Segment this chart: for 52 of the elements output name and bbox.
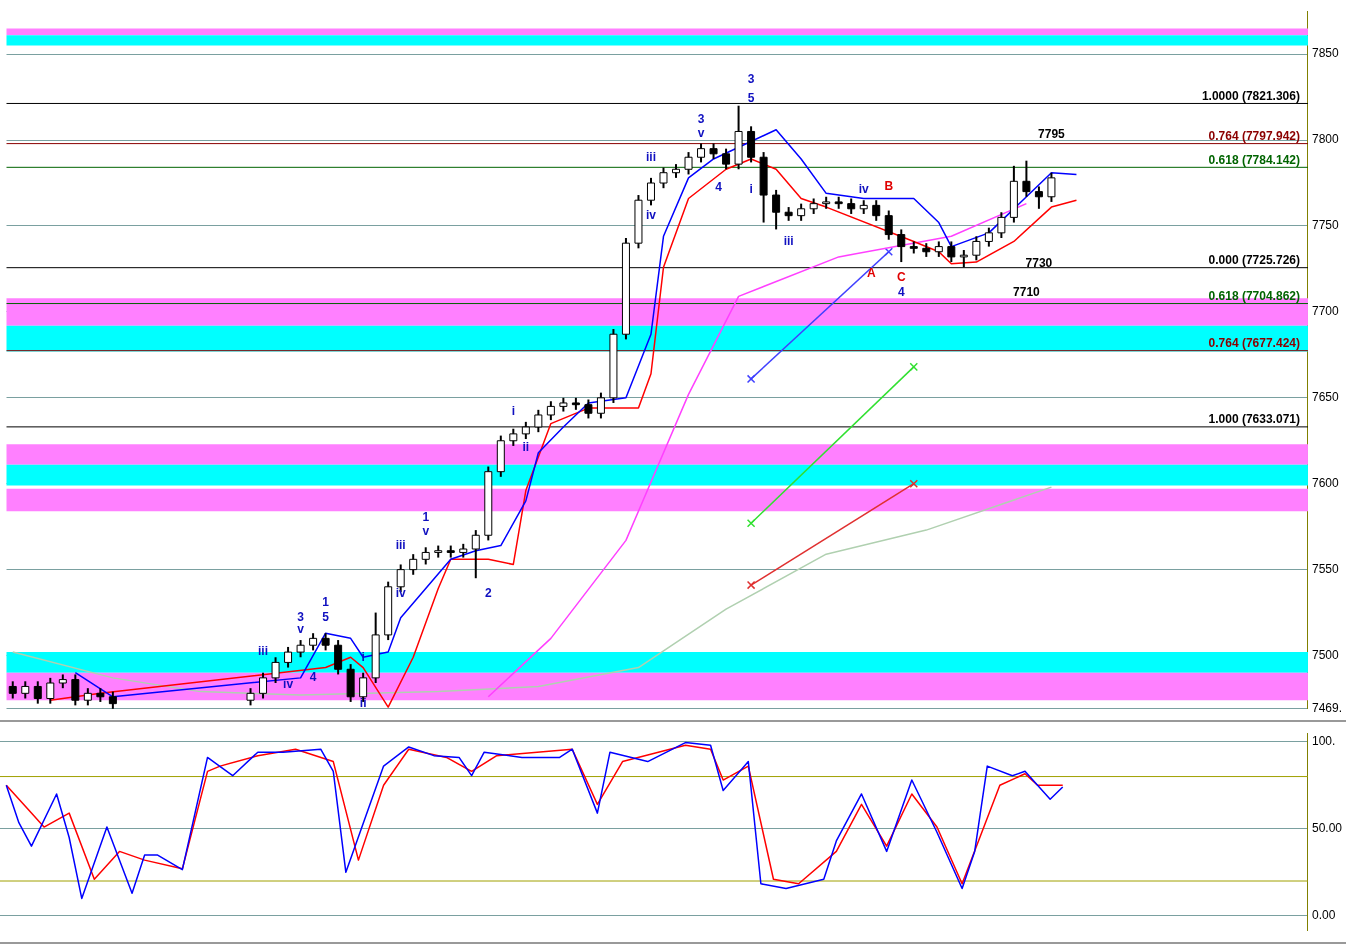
annotation: iv <box>645 207 657 222</box>
annotation: iii <box>645 149 656 164</box>
y-tick-label: 7600 <box>1311 476 1339 491</box>
annotation: 7795 <box>1038 127 1066 142</box>
y-tick-label: 7650 <box>1311 390 1339 405</box>
annotation: i <box>749 182 753 197</box>
annotation: v <box>422 524 430 539</box>
annotation: i <box>361 649 365 664</box>
ref-line-label: 0.618 (7784.142) <box>1208 152 1300 167</box>
y-tick-label: 100. <box>1311 734 1336 749</box>
y-tick-label: 7500 <box>1311 647 1339 662</box>
ref-line-label: 1.000 (7633.071) <box>1208 412 1300 427</box>
y-tick-label: 7800 <box>1311 132 1339 147</box>
annotation: 3 <box>297 610 305 625</box>
annotation: ii <box>522 439 530 454</box>
annotation: i <box>511 403 515 418</box>
y-tick-label: 50.00 <box>1311 821 1343 836</box>
annotation: 7730 <box>1025 256 1053 271</box>
ref-line-label: 0.000 (7725.726) <box>1208 253 1300 267</box>
annotation: 1 <box>322 594 330 609</box>
ref-line-label: 0.618 (7704.862) <box>1208 288 1300 303</box>
annotation: iii <box>395 537 406 552</box>
annotation: A <box>866 266 876 281</box>
y-tick-label: 7469. <box>1311 701 1342 716</box>
y-tick-label: 7750 <box>1311 218 1339 233</box>
annotation: 4 <box>309 670 317 685</box>
annotation: 1 <box>422 510 430 525</box>
annotation: ii <box>359 695 367 710</box>
annotation: C <box>896 269 906 284</box>
annotation: 3 <box>697 111 705 126</box>
y-tick-label: 0.00 <box>1311 908 1336 923</box>
annotation: B <box>884 178 894 193</box>
annotation: 2 <box>484 585 492 600</box>
ref-line-label: 1.0000 (7821.306) <box>1201 88 1300 103</box>
annotation: 4 <box>897 285 905 300</box>
annotation: v <box>297 622 305 637</box>
annotation: 3 <box>747 72 755 87</box>
annotation: 7710 <box>1013 285 1041 300</box>
y-tick-label: 7850 <box>1311 46 1339 61</box>
annotation: iv <box>858 182 870 197</box>
ref-line-label: 0.764 (7677.424) <box>1208 335 1300 350</box>
annotation: iii <box>783 233 794 248</box>
y-tick-label: 7550 <box>1311 561 1339 576</box>
annotation: 4 <box>715 180 723 195</box>
annotation: iv <box>283 677 294 692</box>
annotation: 5 <box>322 610 330 625</box>
annotation: iii <box>258 644 269 659</box>
annotation: iv <box>395 585 407 600</box>
annotation: v <box>697 125 705 140</box>
annotation: 5 <box>747 91 755 106</box>
y-tick-label: 7700 <box>1311 304 1339 319</box>
ref-line-label: 0.764 (7797.942) <box>1208 128 1300 143</box>
